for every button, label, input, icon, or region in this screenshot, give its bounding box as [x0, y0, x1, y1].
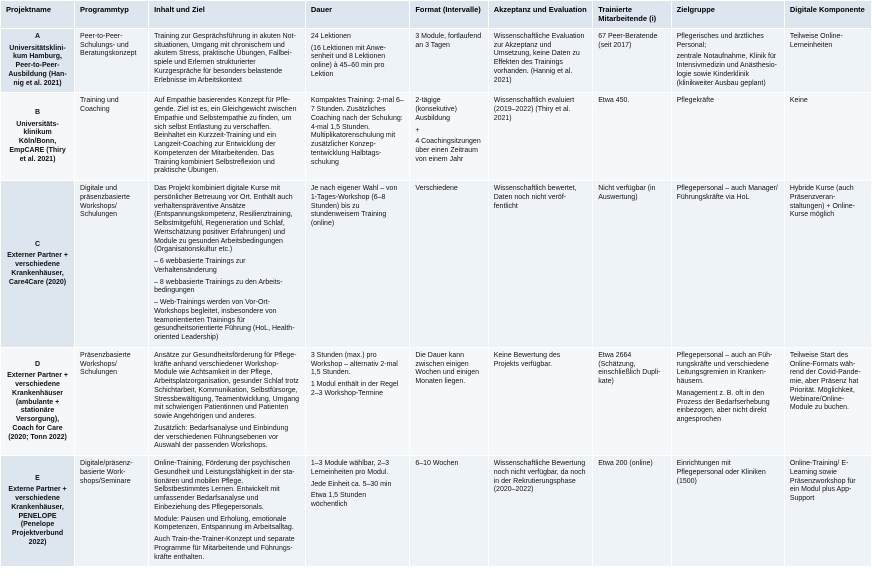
- cell-inhalt: Online-Training, Förderung der psychisch…: [149, 456, 306, 567]
- col-header: Programmtyp: [75, 1, 149, 29]
- cell-trainiert: 67 Peer-Beratende (seit 2017): [593, 28, 671, 93]
- cell-typ: Training und Coaching: [75, 93, 149, 181]
- cell-name: AUniversitätskli­ni­kum Hamburg, Peer-to…: [1, 28, 75, 93]
- cell-name: BUniversitäts­klinikum Köln/Bonn, EmpCAR…: [1, 93, 75, 181]
- cell-ziel: Pflegekräfte: [671, 93, 784, 181]
- table-row: EExterne Partner + verschiedene Krankenh…: [1, 456, 872, 567]
- cell-digital: Online-Training/ E-Learning sowie Präsen…: [784, 456, 871, 567]
- cell-format: 3 Module, fortlau­fend an 3 Tagen: [410, 28, 488, 93]
- cell-eval: Keine Bewertung des Projekts verfügbar.: [488, 347, 593, 455]
- cell-inhalt: Training zur Gesprächsführung in akuten …: [149, 28, 306, 93]
- col-header: Digitale Komponente: [784, 1, 871, 29]
- cell-typ: Digitale und präsenzbasierte Workshops/ …: [75, 181, 149, 348]
- cell-format: 6–10 Wochen: [410, 456, 488, 567]
- table-row: AUniversitätskli­ni­kum Hamburg, Peer-to…: [1, 28, 872, 93]
- cell-eval: Wissenschaftlich evaluiert (2019–2022) (…: [488, 93, 593, 181]
- cell-eval: Wissenschaftliche Evalu­ation zur Akzept…: [488, 28, 593, 93]
- cell-name: CExterner Partner + verschiedene Kranken…: [1, 181, 75, 348]
- table-row: BUniversitäts­klinikum Köln/Bonn, EmpCAR…: [1, 93, 872, 181]
- cell-digital: Keine: [784, 93, 871, 181]
- table-row: DExterner Partner + verschiedene Kranken…: [1, 347, 872, 455]
- cell-typ: Digitale/präsenz­basierte Work­shops/Sem…: [75, 456, 149, 567]
- col-header: Inhalt und Ziel: [149, 1, 306, 29]
- col-header: Dauer: [305, 1, 410, 29]
- cell-eval: Wissenschaftlich bewertet, Daten noch ni…: [488, 181, 593, 348]
- cell-eval: Wissenschaftliche Bewer­tung noch nicht …: [488, 456, 593, 567]
- table-row: CExterner Partner + verschiedene Kranken…: [1, 181, 872, 348]
- cell-dauer: 3 Stunden (max.) pro Workshop – alternat…: [305, 347, 410, 455]
- cell-trainiert: Etwa 2664 (Schätzung, einschließlich Dup…: [593, 347, 671, 455]
- cell-digital: Hybride Kurse (auch Präsenzveran­staltun…: [784, 181, 871, 348]
- col-header: Format (Intervalle): [410, 1, 488, 29]
- cell-name: EExterne Partner + verschiedene Krankenh…: [1, 456, 75, 567]
- cell-digital: Teilweise Online-Lerneinheiten: [784, 28, 871, 93]
- projects-table: ProjektnameProgrammtypInhalt und ZielDau…: [0, 0, 872, 567]
- cell-trainiert: Etwa 200 (online): [593, 456, 671, 567]
- cell-inhalt: Auf Empathie basierendes Konzept für Pfl…: [149, 93, 306, 181]
- cell-dauer: 24 Lektionen(16 Lektionen mit Anwe­senhe…: [305, 28, 410, 93]
- cell-ziel: Pflegerisches und ärztliches Personal;ze…: [671, 28, 784, 93]
- col-header: Projektname: [1, 1, 75, 29]
- cell-inhalt: Ansätze zur Gesundheitsförderung für Pfl…: [149, 347, 306, 455]
- cell-dauer: 1–3 Module wählbar, 2–3 Lerneinheiten pr…: [305, 456, 410, 567]
- cell-format: 2-tägige (konsekutive) Ausbildung+4 Coac…: [410, 93, 488, 181]
- cell-trainiert: Nicht verfügbar (in Auswertung): [593, 181, 671, 348]
- cell-typ: Peer-to-Peer-Schulungs- und Beratungskon…: [75, 28, 149, 93]
- cell-format: Verschiedene: [410, 181, 488, 348]
- table-body: AUniversitätskli­ni­kum Hamburg, Peer-to…: [1, 28, 872, 567]
- col-header: Trainierte Mitarbeitende (i): [593, 1, 671, 29]
- cell-dauer: Je nach eigener Wahl – von 1-Tages-Works…: [305, 181, 410, 348]
- cell-inhalt: Das Projekt kombiniert digitale Kurse mi…: [149, 181, 306, 348]
- cell-trainiert: Etwa 450.: [593, 93, 671, 181]
- table-header: ProjektnameProgrammtypInhalt und ZielDau…: [1, 1, 872, 29]
- col-header: Zielgruppe: [671, 1, 784, 29]
- cell-digital: Teilweise Start des Online-Formats wäh­r…: [784, 347, 871, 455]
- cell-name: DExterner Partner + verschiedene Kranken…: [1, 347, 75, 455]
- cell-ziel: Einrichtungen mit Pflegepersonal oder Kl…: [671, 456, 784, 567]
- cell-ziel: Pflegepersonal – auch an Füh­rungskräfte…: [671, 347, 784, 455]
- cell-ziel: Pflegepersonal – auch Manager/ Führungsk…: [671, 181, 784, 348]
- cell-typ: Präsenzbasierte Workshops/ Schulungen: [75, 347, 149, 455]
- cell-dauer: Kompaktes Training: 2-mal 6–7 Stunden. Z…: [305, 93, 410, 181]
- col-header: Akzeptanz und Evaluation: [488, 1, 593, 29]
- cell-format: Die Dauer kann zwischen einigen Wochen u…: [410, 347, 488, 455]
